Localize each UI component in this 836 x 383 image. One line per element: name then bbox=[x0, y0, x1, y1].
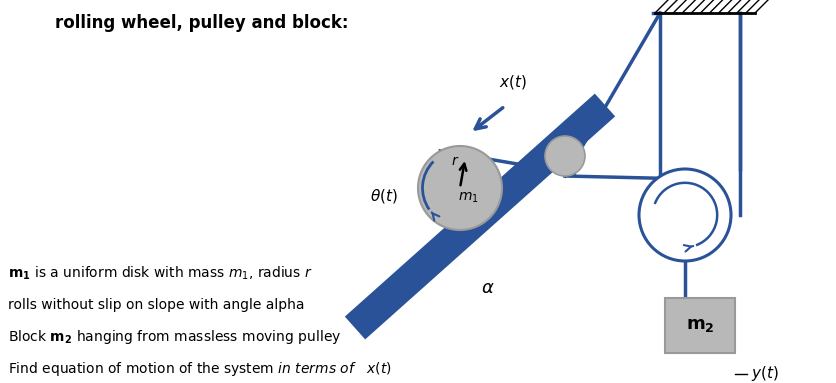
Text: Find equation of motion of the system $\it{in\ terms\ of}$   $x(t)$: Find equation of motion of the system $\… bbox=[8, 360, 392, 378]
Text: rolling wheel, pulley and block:: rolling wheel, pulley and block: bbox=[55, 14, 349, 32]
Text: $x(t)$: $x(t)$ bbox=[499, 73, 527, 91]
Circle shape bbox=[418, 146, 502, 230]
Text: rolls without slip on slope with angle alpha: rolls without slip on slope with angle a… bbox=[8, 298, 304, 312]
Circle shape bbox=[545, 136, 585, 176]
Text: $r$: $r$ bbox=[451, 154, 459, 168]
Text: $m_1$: $m_1$ bbox=[457, 191, 478, 205]
Circle shape bbox=[639, 169, 731, 261]
Text: Block $\mathbf{m_2}$ hanging from massless moving pulley: Block $\mathbf{m_2}$ hanging from massle… bbox=[8, 328, 341, 346]
Text: $\mathbf{m_1}$ is a uniform disk with mass $m_1$, radius $r$: $\mathbf{m_1}$ is a uniform disk with ma… bbox=[8, 264, 313, 282]
Text: $\alpha$: $\alpha$ bbox=[482, 279, 495, 297]
Text: $\theta(t)$: $\theta(t)$ bbox=[370, 187, 398, 205]
Text: $y(t)$: $y(t)$ bbox=[751, 364, 779, 383]
Text: $\mathbf{m_2}$: $\mathbf{m_2}$ bbox=[686, 316, 714, 334]
Bar bbox=[665, 298, 735, 352]
